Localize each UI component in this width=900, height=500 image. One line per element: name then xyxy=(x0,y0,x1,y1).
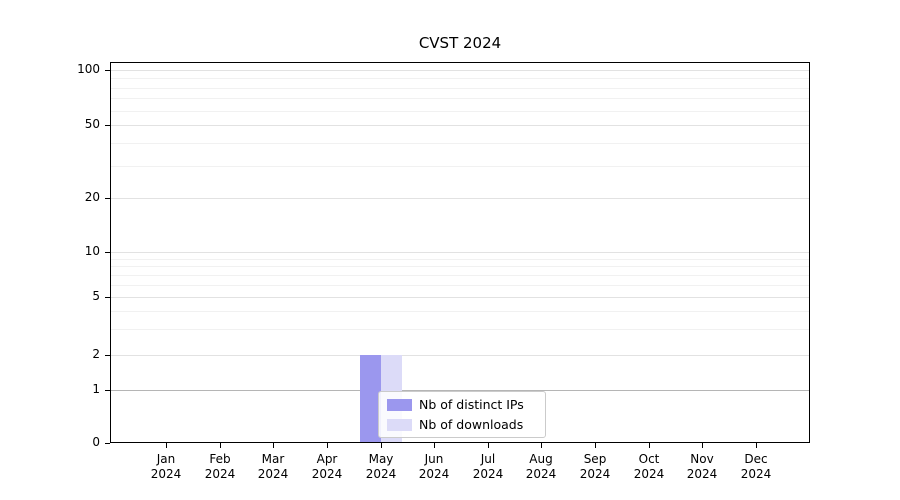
y-tick-label: 1 xyxy=(92,382,100,396)
x-tick-year: 2024 xyxy=(150,467,182,481)
x-tick-month: Oct xyxy=(638,452,660,466)
y-tick-mark xyxy=(105,390,110,391)
x-tick-year: 2024 xyxy=(525,467,557,481)
x-tick-mark xyxy=(434,443,435,448)
x-tick-label: Apr 2024 xyxy=(297,452,357,482)
x-tick-mark xyxy=(166,443,167,448)
y-tick-label: 10 xyxy=(84,244,100,258)
x-tick-month: Jun xyxy=(424,452,444,466)
y-tick-mark xyxy=(105,125,110,126)
gridline-minor xyxy=(110,285,810,286)
gridline-major xyxy=(110,70,810,71)
x-tick-month: Jan xyxy=(156,452,176,466)
x-tick-year: 2024 xyxy=(686,467,718,481)
x-tick-mark xyxy=(220,443,221,448)
x-tick-label: Mar 2024 xyxy=(243,452,303,482)
gridline-major xyxy=(110,297,810,298)
x-tick-year: 2024 xyxy=(633,467,665,481)
x-tick-label: Nov 2024 xyxy=(672,452,732,482)
x-tick-label: Feb 2024 xyxy=(190,452,250,482)
gridline-major xyxy=(110,252,810,253)
gridline-minor xyxy=(110,266,810,267)
x-tick-year: 2024 xyxy=(311,467,343,481)
legend-label-distinct-ips: Nb of distinct IPs xyxy=(419,397,524,412)
y-tick-mark xyxy=(105,443,110,444)
x-tick-year: 2024 xyxy=(204,467,236,481)
x-tick-mark xyxy=(595,443,596,448)
gridline-minor xyxy=(110,329,810,330)
x-tick-month: Nov xyxy=(690,452,714,466)
gridline-major xyxy=(110,355,810,356)
legend-entry-downloads: Nb of downloads xyxy=(387,417,537,432)
x-tick-label: Jul 2024 xyxy=(458,452,518,482)
x-tick-label: May 2024 xyxy=(351,452,411,482)
x-tick-mark xyxy=(702,443,703,448)
y-tick-label: 100 xyxy=(77,62,100,76)
gridline-major xyxy=(110,198,810,199)
x-tick-month: Jul xyxy=(480,452,496,466)
x-tick-mark xyxy=(381,443,382,448)
y-tick-mark xyxy=(105,70,110,71)
x-tick-month: Apr xyxy=(316,452,338,466)
gridline-minor xyxy=(110,111,810,112)
y-tick-mark xyxy=(105,297,110,298)
gridline-minor xyxy=(110,78,810,79)
x-tick-label: Sep 2024 xyxy=(565,452,625,482)
x-tick-year: 2024 xyxy=(418,467,450,481)
gridline-minor xyxy=(110,311,810,312)
x-tick-mark xyxy=(327,443,328,448)
x-tick-month: Feb xyxy=(209,452,231,466)
x-tick-month: Mar xyxy=(261,452,285,466)
x-tick-year: 2024 xyxy=(740,467,772,481)
gridline-minor xyxy=(110,143,810,144)
x-tick-label: Oct 2024 xyxy=(619,452,679,482)
x-tick-mark xyxy=(541,443,542,448)
legend-label-downloads: Nb of downloads xyxy=(419,417,524,432)
x-tick-year: 2024 xyxy=(579,467,611,481)
x-tick-year: 2024 xyxy=(257,467,289,481)
gridline-minor xyxy=(110,275,810,276)
x-tick-mark xyxy=(649,443,650,448)
chart-title: CVST 2024 xyxy=(418,34,502,52)
x-tick-month: Aug xyxy=(529,452,553,466)
y-tick-label: 2 xyxy=(92,347,100,361)
x-tick-label: Dec 2024 xyxy=(726,452,786,482)
legend: Nb of distinct IPs Nb of downloads xyxy=(378,391,546,438)
x-tick-year: 2024 xyxy=(365,467,397,481)
x-tick-label: Jun 2024 xyxy=(404,452,464,482)
y-tick-label: 5 xyxy=(92,289,100,303)
x-tick-mark xyxy=(273,443,274,448)
gridline-minor xyxy=(110,88,810,89)
x-tick-label: Aug 2024 xyxy=(511,452,571,482)
legend-entry-distinct-ips: Nb of distinct IPs xyxy=(387,397,537,412)
y-tick-label: 50 xyxy=(84,117,100,131)
legend-swatch-distinct-ips xyxy=(387,398,412,411)
y-tick-label: 0 xyxy=(92,435,100,449)
y-tick-mark xyxy=(105,198,110,199)
gridline-minor xyxy=(110,259,810,260)
x-tick-label: Jan 2024 xyxy=(136,452,196,482)
x-tick-month: Dec xyxy=(744,452,768,466)
x-tick-month: Sep xyxy=(583,452,607,466)
x-tick-month: May xyxy=(368,452,394,466)
gridline-major xyxy=(110,125,810,126)
legend-swatch-downloads xyxy=(387,418,412,431)
x-tick-year: 2024 xyxy=(472,467,504,481)
y-tick-mark xyxy=(105,355,110,356)
gridline-major xyxy=(110,390,810,391)
x-tick-mark xyxy=(488,443,489,448)
x-tick-mark xyxy=(756,443,757,448)
gridline-minor xyxy=(110,98,810,99)
gridline-minor xyxy=(110,166,810,167)
y-tick-label: 20 xyxy=(84,190,100,204)
bar-nb-of-distinct-ips xyxy=(360,355,381,443)
y-tick-mark xyxy=(105,252,110,253)
